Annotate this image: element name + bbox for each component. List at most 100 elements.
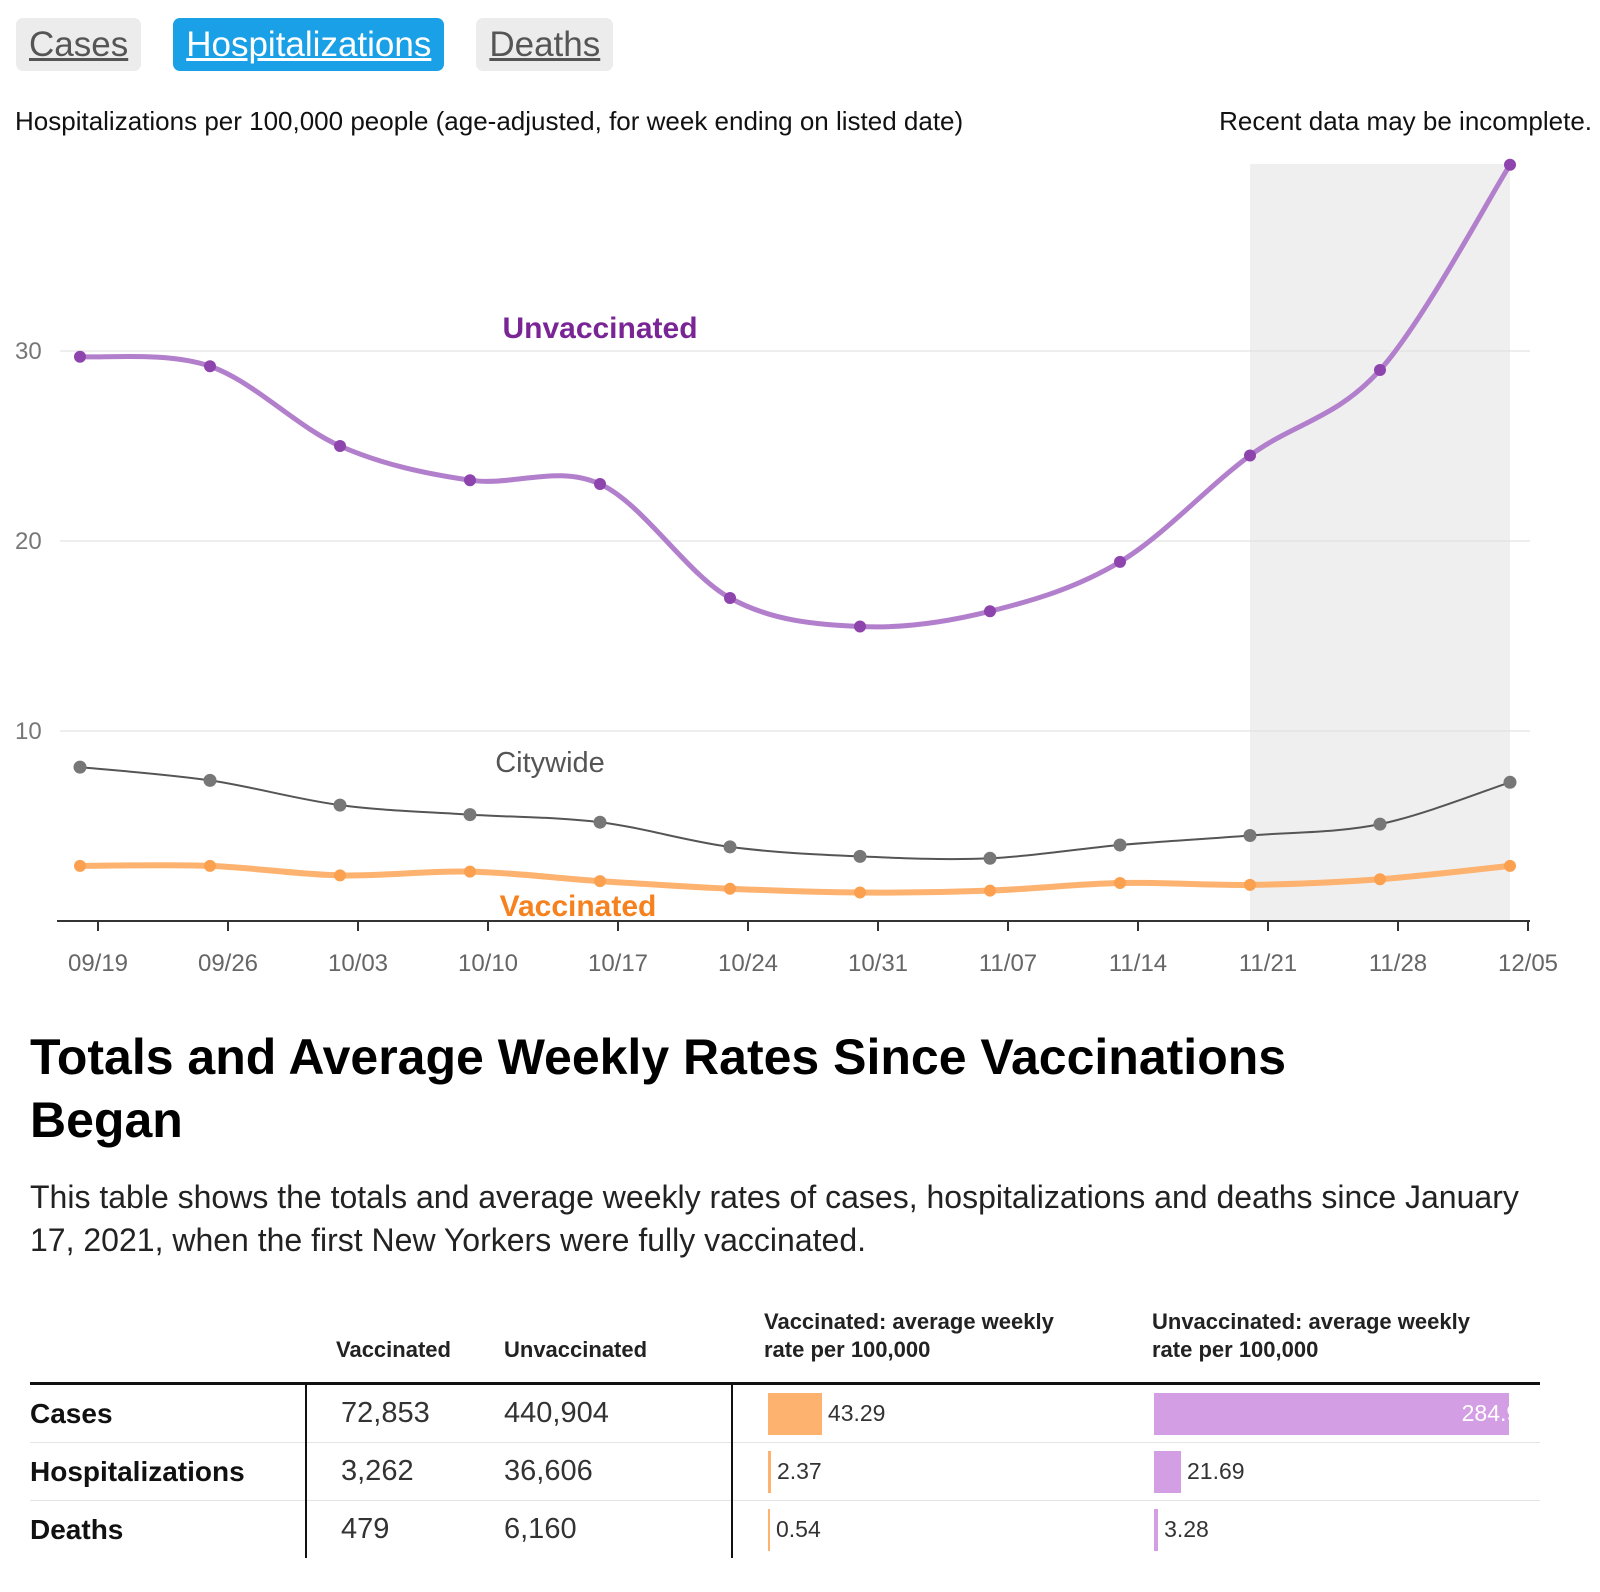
chart-caption: Hospitalizations per 100,000 people (age… [15, 106, 964, 136]
vaccinated-rate-bar [768, 1450, 771, 1493]
vaccinated-rate-bar-box: 2.37 [768, 1450, 1122, 1493]
unvaccinated-data-point [854, 620, 866, 633]
y-tick-label: 30 [15, 338, 42, 365]
x-tick-label: 10/17 [588, 950, 648, 977]
citywide-data-point [1503, 775, 1517, 789]
tab-hospitalizations[interactable]: Hospitalizations [173, 18, 445, 71]
vaccinated-data-point [204, 859, 216, 872]
unvaccinated-rate-label: 21.69 [1187, 1458, 1245, 1484]
unvaccinated-rate-bar-box: 21.69 [1154, 1450, 1540, 1493]
vaccinated-rate-bar [768, 1392, 822, 1435]
vaccinated-rate-label: 2.37 [776, 1458, 822, 1484]
unvaccinated-rate-label: 3.28 [1164, 1516, 1209, 1542]
metric-tabs: Cases Hospitalizations Deaths [16, 18, 614, 71]
unvaccinated-rate-cell: 21.69 [1122, 1442, 1540, 1501]
citywide-data-point [1373, 817, 1387, 831]
unvaccinated-rate-cell: 3.28 [1122, 1501, 1540, 1559]
unvaccinated-data-point [1374, 364, 1386, 376]
incomplete-data-region [1250, 164, 1510, 921]
vaccinated-total: 3,262 [306, 1442, 504, 1501]
x-tick-label: 11/14 [1109, 950, 1167, 977]
unvaccinated-data-point [74, 350, 86, 363]
citywide-data-point [593, 815, 607, 829]
unvaccinated-data-point [334, 440, 346, 452]
vaccinated-rate-label: 43.29 [827, 1400, 886, 1426]
header-unvax-rate: Unvaccinated: average weekly rate per 10… [1152, 1309, 1470, 1362]
citywide-data-point [1243, 829, 1257, 842]
vaccinated-data-point [984, 884, 996, 897]
vaccinated-series-label: Vaccinated [500, 890, 657, 923]
citywide-data-point [853, 849, 867, 863]
header-row-label [30, 1308, 306, 1384]
unvaccinated-rate-cell: 284.97 [1122, 1382, 1540, 1443]
unvaccinated-series-line [77, 162, 1513, 630]
citywide-data-point [73, 760, 87, 774]
unvaccinated-total: 6,160 [504, 1500, 733, 1558]
unvaccinated-rate-label: 284.97 [1461, 1400, 1532, 1426]
citywide-data-point [463, 808, 477, 822]
hospitalizations-line-chart: 10 20 30 09/19 09/26 10/03 10/10 10/17 10/24 10/… [15, 158, 1558, 977]
unvaccinated-data-point [1244, 449, 1256, 462]
tab-cases[interactable]: Cases [16, 18, 142, 71]
incomplete-data-note: Recent data may be incomplete. [1219, 106, 1592, 136]
unvaccinated-rate-bar [1154, 1508, 1159, 1551]
unvaccinated-data-point [1504, 158, 1516, 171]
x-tick-label: 09/26 [198, 950, 258, 977]
vaccinated-data-point [464, 865, 476, 878]
unvaccinated-total: 36,606 [504, 1442, 733, 1501]
x-tick-label: 11/21 [1239, 950, 1297, 977]
unvaccinated-data-point [1114, 555, 1126, 568]
vaccinated-rate-bar [768, 1508, 770, 1551]
totals-table-container: Vaccinated Unvaccinated Vaccinated: aver… [30, 1308, 1540, 1558]
citywide-data-point [1113, 838, 1127, 852]
vaccinated-data-point [1114, 877, 1126, 889]
vaccinated-data-point [1504, 859, 1516, 872]
citywide-data-point [983, 851, 997, 865]
unvaccinated-data-point [724, 592, 736, 604]
citywide-series-label: Citywide [495, 747, 605, 779]
vaccinated-data-point [594, 875, 606, 888]
header-vaccinated: Vaccinated [336, 1337, 451, 1362]
section-title: Totals and Average Weekly Rates Since Va… [30, 1029, 1287, 1148]
citywide-series-line [79, 766, 1511, 861]
vaccinated-data-point [74, 859, 86, 872]
vaccinated-data-point [724, 882, 736, 895]
table-row: Deaths 479 6,160 0.54 3.28 [30, 1500, 1540, 1559]
vaccinated-data-point [854, 886, 866, 899]
y-tick-label: 20 [15, 528, 42, 555]
vaccinated-total: 72,853 [306, 1382, 504, 1443]
vaccinated-rate-cell: 43.29 [732, 1382, 1122, 1443]
unvaccinated-total: 440,904 [504, 1382, 733, 1443]
unvaccinated-data-point [594, 478, 606, 490]
tab-deaths[interactable]: Deaths [476, 18, 614, 71]
unvaccinated-data-point [204, 360, 216, 373]
x-tick-label: 11/07 [979, 950, 1037, 977]
row-label: Hospitalizations [30, 1442, 307, 1501]
citywide-data-point [333, 798, 347, 812]
vaccinated-rate-cell: 2.37 [732, 1442, 1122, 1501]
x-tick-label: 09/19 [68, 950, 128, 977]
x-tick-label: 10/31 [848, 950, 908, 977]
vaccinated-total: 479 [341, 1513, 390, 1545]
x-tick-label: 10/10 [458, 950, 518, 977]
unvaccinated-rate-bar [1154, 1392, 1509, 1435]
table-row: Cases 72,853 440,904 43.29 284.97 [30, 1382, 1540, 1443]
unvaccinated-rate-bar-box: 284.97 [1154, 1392, 1540, 1435]
x-tick-label: 10/03 [328, 950, 388, 977]
table-row: Hospitalizations 3,262 36,606 2.37 21.69 [30, 1442, 1540, 1501]
unvaccinated-rate-bar-box: 3.28 [1154, 1508, 1540, 1551]
citywide-data-point [723, 840, 737, 854]
unvaccinated-data-point [984, 605, 996, 618]
vaccinated-series-line [77, 862, 1513, 896]
x-tick-label: 10/24 [718, 950, 778, 977]
unvaccinated-rate-bar [1154, 1450, 1182, 1493]
section-description: This table shows the totals and average … [30, 1179, 1519, 1258]
vaccinated-rate-label: 0.54 [776, 1516, 821, 1542]
vaccinated-data-point [1374, 873, 1386, 886]
unvaccinated-series-label: Unvaccinated [502, 312, 697, 345]
row-label: Cases [30, 1382, 307, 1443]
citywide-data-point [203, 773, 217, 787]
vaccinated-data-point [334, 869, 346, 882]
vaccinated-data-point [1244, 878, 1256, 891]
y-tick-label: 10 [15, 718, 42, 745]
